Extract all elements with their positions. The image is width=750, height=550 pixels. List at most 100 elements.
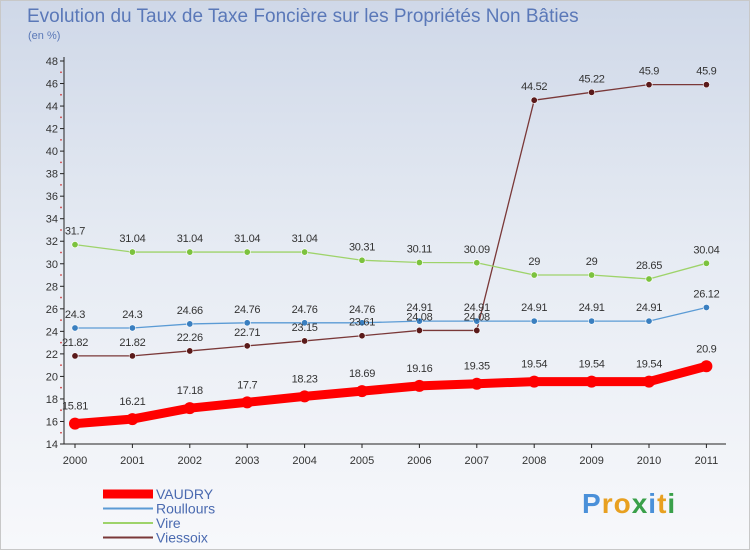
point-vire	[243, 248, 251, 256]
logo-letter: t	[657, 488, 668, 519]
point-vire	[128, 248, 136, 256]
data-label-roullours: 24.76	[349, 304, 375, 316]
y-tick-label: 48	[46, 56, 58, 68]
y-minor-tick	[60, 116, 62, 119]
x-tick-label: 2000	[63, 455, 87, 467]
y-minor-tick	[60, 409, 62, 412]
proxiti-logo: Proxiti	[582, 488, 676, 520]
data-label-vire: 30.09	[464, 244, 490, 256]
x-tick-label: 2009	[579, 455, 603, 467]
point-vaudry	[700, 360, 713, 373]
point-vaudry	[528, 375, 541, 388]
data-label-vire: 30.31	[349, 241, 375, 253]
point-viessoix	[702, 81, 710, 89]
point-viessoix	[301, 337, 309, 345]
point-roullours	[243, 319, 251, 327]
y-tick-label: 28	[46, 281, 58, 293]
point-roullours	[530, 317, 538, 325]
data-label-vaudry: 15.81	[62, 401, 88, 413]
y-minor-tick	[60, 296, 62, 299]
point-roullours	[645, 317, 653, 325]
point-vaudry	[585, 375, 598, 388]
data-label-roullours: 24.91	[464, 302, 490, 314]
y-minor-tick	[60, 386, 62, 389]
y-tick-label: 18	[46, 394, 58, 406]
point-vaudry	[241, 396, 254, 409]
y-minor-tick	[60, 138, 62, 141]
legend-label-vaudry: VAUDRY	[156, 486, 214, 502]
point-vire	[645, 275, 653, 283]
y-tick-label: 32	[46, 236, 58, 248]
point-viessoix	[473, 326, 481, 334]
y-minor-tick	[60, 364, 62, 367]
x-tick-label: 2010	[637, 455, 661, 467]
data-label-vire: 31.04	[119, 233, 145, 245]
data-label-vaudry: 19.54	[636, 359, 662, 371]
legend-label-roullours: Roullours	[156, 501, 215, 517]
point-viessoix	[243, 342, 251, 350]
point-vaudry	[643, 375, 655, 388]
data-label-vire: 31.7	[65, 226, 85, 238]
data-label-viessoix: 23.15	[292, 322, 318, 334]
x-tick-label: 2001	[120, 455, 144, 467]
series-line-vire	[74, 243, 708, 280]
data-label-roullours: 24.91	[636, 302, 662, 314]
data-label-roullours: 24.91	[579, 302, 605, 314]
data-label-vire: 30.11	[407, 244, 432, 256]
logo-letter: i	[667, 488, 677, 519]
data-label-vaudry: 18.69	[349, 368, 375, 380]
point-viessoix	[128, 352, 136, 360]
data-label-roullours: 24.66	[177, 305, 203, 317]
y-minor-tick	[60, 431, 62, 434]
point-vaudry	[183, 402, 196, 415]
y-minor-tick	[60, 71, 62, 74]
y-minor-tick	[60, 161, 62, 164]
data-label-vaudry: 18.23	[292, 373, 318, 385]
y-tick-label: 34	[46, 214, 58, 226]
data-label-vire: 29	[586, 256, 598, 268]
data-label-roullours: 24.91	[406, 302, 432, 314]
point-vaudry	[356, 385, 368, 398]
point-roullours	[415, 317, 423, 325]
x-tick-label: 2003	[235, 455, 259, 467]
point-vire	[588, 271, 596, 279]
data-label-viessoix: 21.82	[62, 337, 88, 349]
x-tick-label: 2011	[695, 455, 719, 467]
y-tick-label: 14	[46, 439, 58, 451]
y-minor-tick	[60, 274, 62, 276]
data-label-vaudry: 19.54	[579, 359, 605, 371]
data-label-vire: 30.04	[693, 244, 719, 256]
y-tick-label: 40	[46, 146, 58, 158]
x-tick-label: 2002	[178, 455, 202, 467]
point-vaudry	[69, 417, 81, 430]
point-roullours	[128, 324, 136, 332]
data-label-viessoix: 44.52	[521, 81, 547, 93]
y-minor-tick	[60, 251, 62, 254]
data-label-viessoix: 21.82	[119, 337, 145, 349]
series-line-vaudry	[70, 361, 711, 429]
y-minor-tick	[60, 341, 62, 344]
point-vire	[530, 271, 538, 279]
logo-letter: o	[613, 488, 632, 519]
y-minor-tick	[60, 206, 62, 209]
point-roullours	[473, 317, 481, 325]
y-tick-label: 44	[46, 101, 58, 113]
y-tick-label: 36	[46, 191, 58, 203]
point-viessoix	[186, 347, 194, 355]
data-label-viessoix: 22.26	[177, 332, 203, 344]
point-vire	[358, 256, 366, 264]
y-tick-label: 16	[46, 416, 58, 428]
data-label-viessoix: 45.9	[696, 66, 716, 78]
point-viessoix	[415, 326, 423, 334]
data-label-viessoix: 24.08	[406, 311, 432, 323]
point-vaudry	[298, 390, 311, 403]
data-label-roullours: 24.91	[521, 302, 547, 314]
chart-subtitle: (en %)	[28, 30, 61, 42]
point-vire	[415, 259, 423, 267]
point-vire	[71, 241, 79, 249]
data-label-viessoix: 45.9	[639, 66, 659, 78]
point-viessoix	[588, 88, 596, 96]
series-line-roullours	[74, 306, 708, 329]
point-roullours	[71, 324, 79, 332]
